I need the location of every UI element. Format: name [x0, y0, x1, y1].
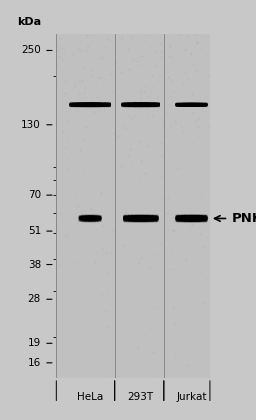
Text: 19: 19: [28, 338, 41, 348]
Text: PNK1: PNK1: [231, 212, 256, 225]
Text: 250: 250: [21, 45, 41, 55]
Text: 28: 28: [28, 294, 41, 304]
Text: 70: 70: [28, 190, 41, 200]
Text: kDa: kDa: [17, 17, 41, 27]
Text: 293T: 293T: [128, 392, 154, 402]
Text: Jurkat: Jurkat: [176, 392, 207, 402]
Text: 51: 51: [28, 226, 41, 236]
Text: 130: 130: [21, 120, 41, 130]
Text: 16: 16: [28, 358, 41, 368]
Text: HeLa: HeLa: [77, 392, 103, 402]
Text: 38: 38: [28, 260, 41, 270]
